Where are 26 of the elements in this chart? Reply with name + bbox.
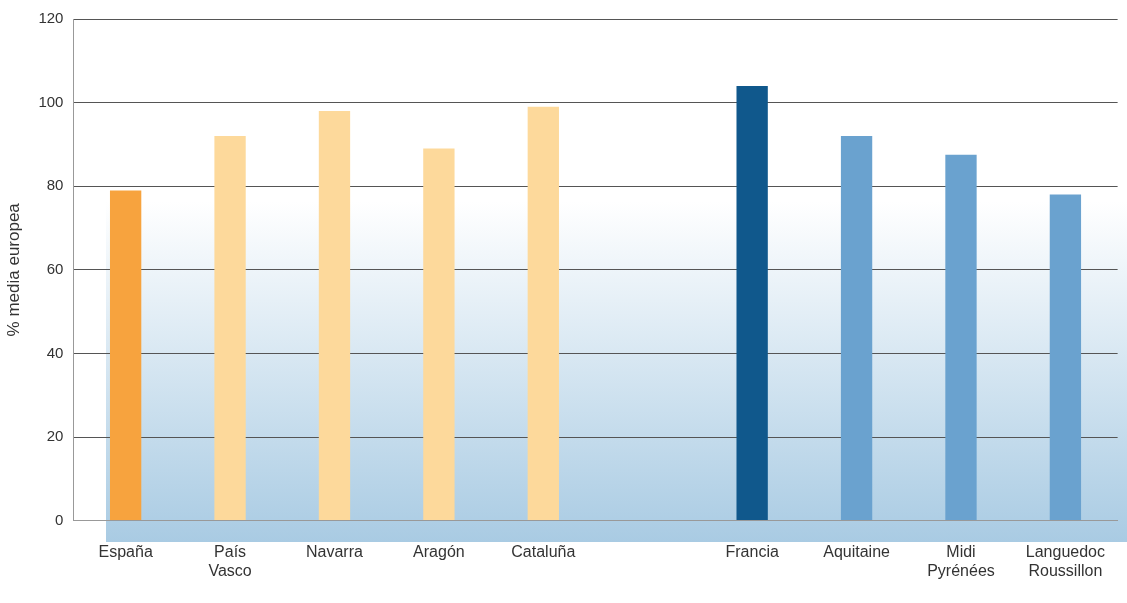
y-tick-label: 120 xyxy=(38,9,64,27)
y-tick-label: 80 xyxy=(46,176,64,194)
y-tick-label: 0 xyxy=(55,510,64,528)
x-tick-label: Aragón xyxy=(413,542,465,560)
y-tick-label: 20 xyxy=(46,427,64,445)
y-tick-label: 60 xyxy=(46,259,64,277)
x-tick-label: País Vasco xyxy=(208,542,252,579)
bar xyxy=(1049,194,1082,521)
x-tick-label: España xyxy=(98,542,153,560)
bar xyxy=(736,85,768,521)
x-tick-label: Midi Pyrénées xyxy=(927,542,995,579)
x-tick-label: Languedoc Roussillon xyxy=(1025,542,1105,579)
bar xyxy=(318,110,351,521)
x-tick-label: Cataluña xyxy=(511,542,576,560)
bar xyxy=(423,148,455,521)
y-axis-title: % media europea xyxy=(3,202,23,337)
bar xyxy=(527,106,559,521)
x-tick-label: Aquitaine xyxy=(823,542,891,560)
bar xyxy=(840,136,873,521)
bar xyxy=(214,136,246,521)
bar xyxy=(109,190,142,521)
y-tick-label: 40 xyxy=(46,343,64,361)
x-tick-label: Navarra xyxy=(306,542,364,560)
y-tick-label: 100 xyxy=(38,92,64,110)
x-tick-label: Francia xyxy=(725,542,779,560)
bar xyxy=(945,154,977,521)
